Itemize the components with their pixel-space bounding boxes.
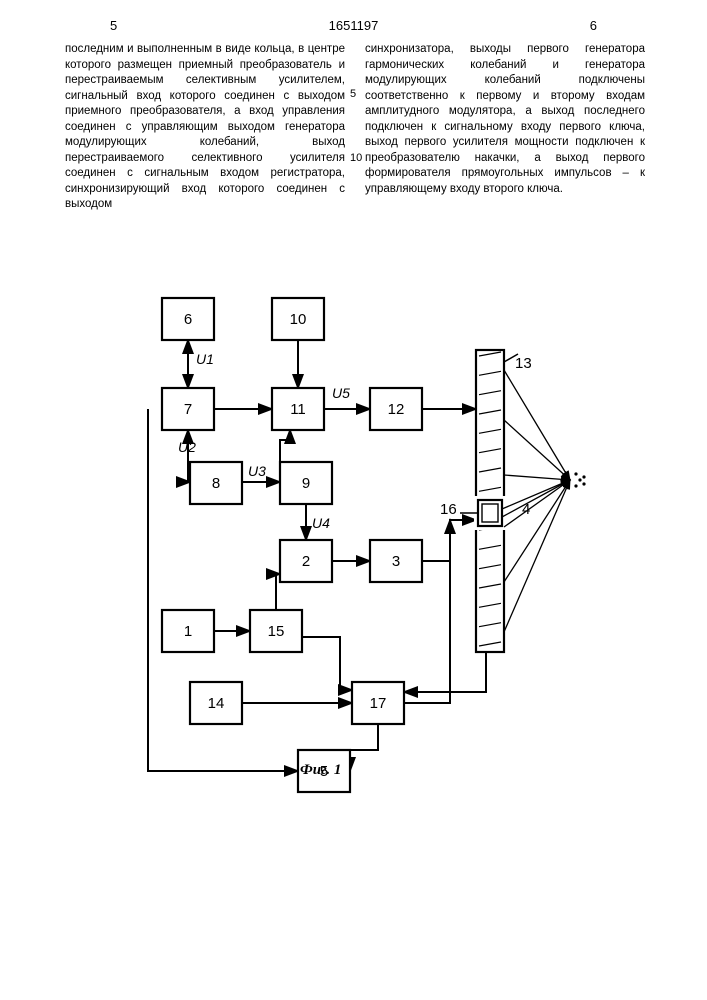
svg-text:9: 9 (302, 475, 310, 492)
line-number-5: 5 (350, 88, 356, 100)
svg-text:U5: U5 (332, 385, 350, 401)
text-column-left: последним и выполненным в виде кольца, в… (65, 42, 345, 213)
block-diagram: 6107111289231151417513164U1U2U3U4U5 (120, 290, 590, 810)
svg-text:7: 7 (184, 401, 192, 418)
svg-text:14: 14 (208, 695, 225, 712)
svg-text:3: 3 (392, 553, 400, 570)
page-number-left: 5 (110, 18, 117, 33)
figure-1: 6107111289231151417513164U1U2U3U4U5 (120, 290, 590, 790)
svg-text:4: 4 (522, 501, 530, 518)
line-number-10: 10 (350, 152, 362, 164)
page: 5 1651197 6 последним и выполненным в ви… (0, 0, 707, 1000)
svg-text:15: 15 (268, 623, 285, 640)
text-column-right: синхронизатора, выходы первого генератор… (365, 42, 645, 197)
svg-text:2: 2 (302, 553, 310, 570)
figure-caption: Фиг. 1 (300, 762, 341, 779)
document-number: 1651197 (329, 18, 379, 33)
svg-text:17: 17 (370, 695, 387, 712)
page-number-right: 6 (590, 18, 597, 33)
svg-text:13: 13 (515, 355, 532, 372)
svg-text:U3: U3 (248, 463, 266, 479)
svg-text:1: 1 (184, 623, 192, 640)
svg-text:6: 6 (184, 311, 192, 328)
svg-text:U2: U2 (178, 439, 196, 455)
svg-text:12: 12 (388, 401, 405, 418)
svg-text:8: 8 (212, 475, 220, 492)
svg-text:16: 16 (440, 501, 457, 518)
svg-text:U4: U4 (312, 515, 330, 531)
svg-text:U1: U1 (196, 351, 214, 367)
svg-text:10: 10 (290, 311, 307, 328)
svg-text:11: 11 (290, 401, 306, 418)
